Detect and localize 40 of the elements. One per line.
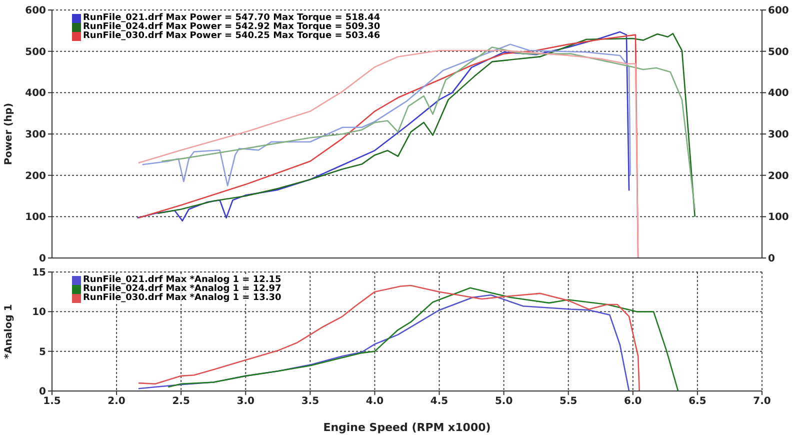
x-tick-label: 7.0 xyxy=(753,396,771,408)
y-tick-label: 0 xyxy=(39,254,46,265)
legend-label: RunFile_024.drf Max *Analog 1 = 12.97 xyxy=(83,284,282,294)
x-axis-title: Engine Speed (RPM x1000) xyxy=(323,421,491,434)
y-tick-label: 400 xyxy=(25,88,46,100)
y2-tick-label: 200 xyxy=(768,170,789,182)
x-tick-label: 4.0 xyxy=(366,396,384,408)
y-tick-label: 500 xyxy=(25,46,46,58)
legend-label: RunFile_030.drf Max *Analog 1 = 13.30 xyxy=(83,293,282,303)
y2-tick-label: 100 xyxy=(768,212,789,224)
y2-tick-label: 600 xyxy=(768,6,789,17)
y-tick-label: 10 xyxy=(32,307,46,318)
y-axis-title: Power (hp) xyxy=(4,102,15,166)
y2-tick-label: 300 xyxy=(768,130,789,141)
y2-tick-label: 500 xyxy=(768,46,789,58)
y-tick-label: 15 xyxy=(32,268,46,279)
x-tick-label: 6.5 xyxy=(688,396,706,408)
y-tick-label: 5 xyxy=(39,346,46,358)
x-tick-label: 2.5 xyxy=(172,396,190,408)
x-tick-label: 5.0 xyxy=(494,396,513,408)
x-tick-label: 2.0 xyxy=(108,396,126,408)
x-tick-label: 1.5 xyxy=(43,396,61,408)
y2-tick-label: 400 xyxy=(768,88,789,100)
y-tick-label: 100 xyxy=(25,212,46,224)
x-tick-label: 5.5 xyxy=(560,396,578,408)
line-series xyxy=(142,44,631,186)
y-axis-title: *Analog 1 xyxy=(4,304,15,359)
x-tick-label: 4.5 xyxy=(430,396,448,408)
legend-label: RunFile_024.drf Max Power = 542.92 Max Torque = 509.30 xyxy=(83,22,380,32)
x-tick-label: 6.0 xyxy=(624,396,642,408)
legend-label: RunFile_021.drf Max *Analog 1 = 12.15 xyxy=(83,275,282,285)
y-tick-label: 600 xyxy=(25,6,46,17)
y-tick-label: 300 xyxy=(25,130,46,141)
legend-label: RunFile_021.drf Max Power = 547.70 Max Torque = 518.44 xyxy=(83,13,380,23)
y-tick-label: 0 xyxy=(39,386,46,398)
y2-tick-label: 0 xyxy=(768,254,775,265)
x-tick-label: 3.5 xyxy=(301,396,320,408)
x-tick-label: 3.0 xyxy=(236,396,255,408)
legend-label: RunFile_030.drf Max Power = 540.25 Max Torque = 503.46 xyxy=(83,31,380,41)
y-tick-label: 200 xyxy=(25,170,46,182)
